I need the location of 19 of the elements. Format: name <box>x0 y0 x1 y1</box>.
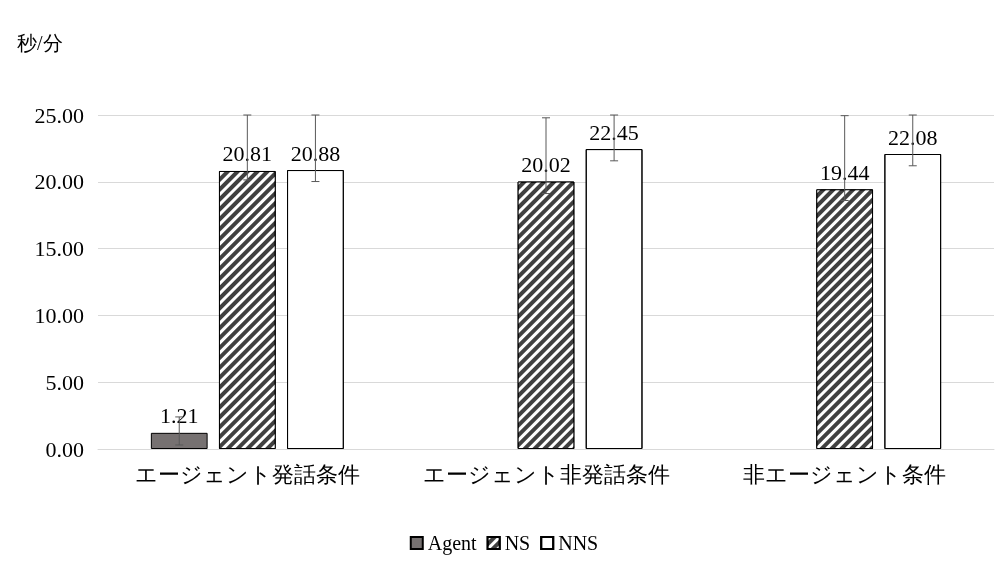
y-tick-label: 5.00 <box>45 369 84 395</box>
y-tick-label: 10.00 <box>34 302 84 328</box>
data-label: 20.81 <box>222 141 273 167</box>
x-tick-label: 非エージェント条件 <box>743 461 947 487</box>
y-axis-title: 秒/分 <box>17 32 63 54</box>
data-label: 1.21 <box>159 403 199 429</box>
data-label: 20.02 <box>521 152 571 178</box>
y-tick-label: 0.00 <box>45 436 84 462</box>
data-label: 19.44 <box>819 159 870 185</box>
legend-label: NNS <box>558 532 599 554</box>
y-tick-label: 20.00 <box>34 169 84 195</box>
legend-label: NS <box>504 532 531 554</box>
data-label: 22.45 <box>589 119 639 145</box>
data-label: 22.08 <box>888 124 938 150</box>
x-tick-label: エージェント発話条件 <box>134 461 360 487</box>
legend-label: Agent <box>427 532 478 555</box>
y-tick-label: 25.00 <box>34 102 84 128</box>
y-tick-label: 15.00 <box>34 236 84 262</box>
x-tick-label: エージェント非発話条件 <box>422 461 670 487</box>
